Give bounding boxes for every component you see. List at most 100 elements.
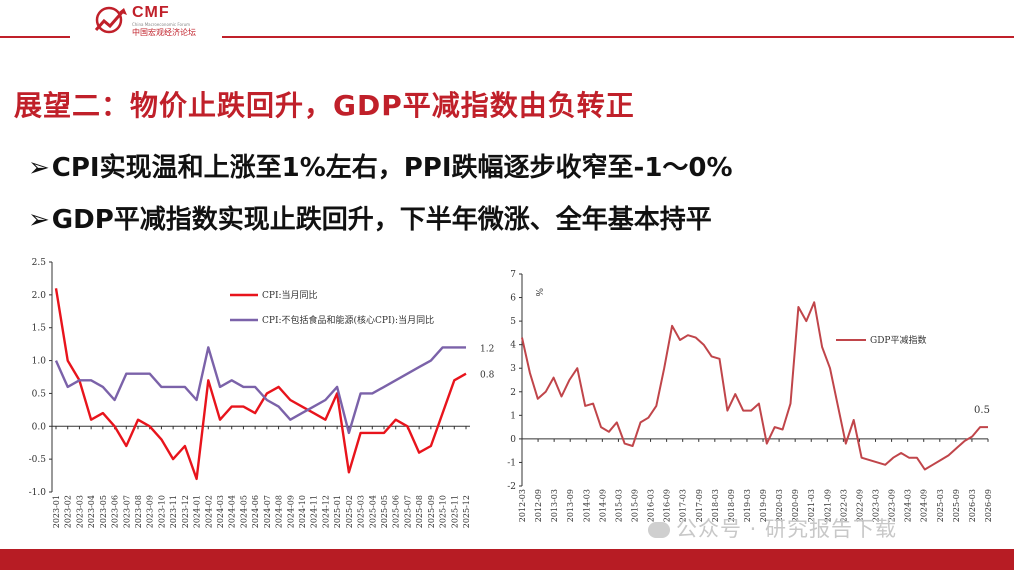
x-tick-label: 2024-12 bbox=[321, 495, 330, 528]
x-tick-label: 2023-02 bbox=[64, 495, 73, 528]
watermark-text: 公众号 · 研究报告下载 bbox=[676, 517, 898, 541]
end-value-label: 0.5 bbox=[974, 405, 990, 416]
x-tick-label: 2019-03 bbox=[743, 489, 752, 522]
x-tick-label: 2016-09 bbox=[663, 489, 672, 522]
x-tick-label: 2017-09 bbox=[695, 489, 704, 522]
header-divider bbox=[0, 36, 1014, 38]
end-value-label: 1.2 bbox=[480, 344, 494, 354]
slide-title: 展望二：物价止跌回升，GDP平减指数由负转正 bbox=[14, 89, 635, 122]
logo-text: CMF bbox=[132, 4, 170, 21]
x-tick-label: 2022-03 bbox=[839, 489, 848, 522]
x-tick-label: 2018-09 bbox=[727, 489, 736, 522]
x-tick-label: 2022-09 bbox=[855, 489, 864, 522]
x-tick-label: 2026-03 bbox=[968, 489, 977, 522]
x-tick-label: 2018-03 bbox=[711, 489, 720, 522]
cpi-chart-svg: 2.5 2.0 1.5 1.0 0.5 0.0 -0.5 -1.0 2023-01 2023-02… bbox=[29, 258, 495, 528]
x-tick-label: 2023-03 bbox=[75, 495, 84, 528]
x-tick-label: 2012-09 bbox=[534, 489, 543, 522]
x-tick-label: 2023-01 bbox=[52, 495, 61, 528]
x-tick-label: 2025-03 bbox=[357, 495, 366, 528]
logo-subtitle: China Macroeconomic Forum bbox=[132, 22, 191, 27]
legend-label: CPI:当月同比 bbox=[262, 289, 318, 301]
x-tick-label: 2024-06 bbox=[251, 495, 260, 528]
x-tick-label: 2025-10 bbox=[439, 495, 448, 528]
y-tick-label: 0.0 bbox=[32, 422, 47, 432]
x-tick-label: 2024-08 bbox=[275, 495, 284, 528]
series-line bbox=[521, 301, 988, 471]
y-tick-label: 1.5 bbox=[32, 324, 47, 334]
bullet-text: GDP平减指数实现止跌回升，下半年微涨、全年基本持平 bbox=[51, 205, 712, 235]
watermark: 公众号 · 研究报告下载 bbox=[648, 513, 897, 543]
x-tick-label: 2024-01 bbox=[193, 495, 202, 528]
legend-label: CPI:不包括食品和能源(核心CPI):当月同比 bbox=[262, 314, 434, 326]
x-tick-label: 2025-05 bbox=[380, 495, 389, 528]
logo-chart-icon bbox=[94, 6, 127, 34]
x-tick-label: 2023-12 bbox=[181, 495, 190, 528]
bullet-text: CPI实现温和上涨至1%左右，PPI跌幅逐步收窄至-1～0% bbox=[51, 153, 733, 183]
bullet-arrow-icon: ➢ bbox=[28, 205, 50, 235]
x-tick-label: 2023-05 bbox=[99, 495, 108, 528]
y-tick-label: 2 bbox=[510, 388, 516, 398]
x-tick-label: 2023-10 bbox=[157, 495, 166, 528]
y-tick-label: 4 bbox=[510, 341, 516, 351]
x-tick-label: 2014-03 bbox=[582, 489, 591, 522]
x-tick-label: 2023-11 bbox=[169, 495, 178, 528]
x-tick-label: 2014-09 bbox=[598, 489, 607, 522]
x-tick-label: 2025-09 bbox=[427, 495, 436, 528]
x-tick-label: 2025-04 bbox=[368, 495, 377, 528]
x-tick-label: 2024-10 bbox=[298, 495, 307, 528]
x-tick-label: 2012-03 bbox=[518, 489, 527, 522]
x-tick-label: 2025-11 bbox=[450, 495, 459, 528]
y-tick-label: 6 bbox=[510, 294, 516, 304]
bullet-arrow-icon: ➢ bbox=[28, 153, 50, 183]
x-tick-label: 2025-07 bbox=[403, 495, 412, 528]
end-value-label: 0.8 bbox=[480, 371, 495, 381]
x-tick-label: 2021-09 bbox=[823, 489, 832, 522]
bullet-gdp-deflator: ➢GDP平减指数实现止跌回升，下半年微涨、全年基本持平 bbox=[28, 199, 712, 236]
x-tick-label: 2015-03 bbox=[614, 489, 623, 522]
x-tick-label: 2024-04 bbox=[228, 495, 237, 528]
y-tick-label: 2.5 bbox=[32, 258, 47, 268]
x-tick-label: 2019-09 bbox=[759, 489, 768, 522]
gdp-deflator-chart-svg: 7 6 5 4 3 2 1 0 -1 -2% 2012-03 2012-09 2013-03 2013-0… bbox=[507, 270, 993, 522]
x-tick-label: 2023-06 bbox=[111, 495, 120, 528]
series-line bbox=[54, 346, 466, 435]
x-tick-label: 2023-08 bbox=[134, 495, 143, 528]
x-tick-label: 2025-12 bbox=[462, 495, 471, 528]
y-tick-label: -1 bbox=[507, 458, 516, 468]
x-tick-label: 2025-09 bbox=[952, 489, 961, 522]
x-tick-label: 2025-06 bbox=[392, 495, 401, 528]
x-tick-label: 2023-03 bbox=[872, 489, 881, 522]
y-tick-label: 0 bbox=[510, 435, 516, 445]
x-tick-label: 2023-04 bbox=[87, 495, 96, 528]
legend-label: GDP平减指数 bbox=[870, 334, 926, 346]
x-tick-label: 2021-03 bbox=[807, 489, 816, 522]
x-tick-label: 2024-11 bbox=[310, 495, 319, 528]
y-tick-label: -1.0 bbox=[29, 488, 47, 498]
x-tick-label: 2024-03 bbox=[216, 495, 225, 528]
x-tick-label: 2013-03 bbox=[550, 489, 559, 522]
x-tick-label: 2020-03 bbox=[775, 489, 784, 522]
x-tick-label: 2015-09 bbox=[630, 489, 639, 522]
y-tick-label: 3 bbox=[510, 364, 516, 374]
x-tick-label: 2025-08 bbox=[415, 495, 424, 528]
wechat-icon bbox=[648, 522, 670, 538]
x-tick-label: 2023-09 bbox=[888, 489, 897, 522]
bullet-cpi-ppi: ➢CPI实现温和上涨至1%左右，PPI跌幅逐步收窄至-1～0% bbox=[28, 147, 733, 184]
logo-chinese-name: 中国宏观经济论坛 bbox=[132, 28, 196, 37]
x-tick-label: 2016-03 bbox=[647, 489, 656, 522]
gdp-deflator-chart: 7 6 5 4 3 2 1 0 -1 -2% 2012-03 2012-09 2013-03 2013-0… bbox=[500, 262, 1005, 547]
y-tick-label: -2 bbox=[507, 482, 516, 492]
series-line bbox=[54, 288, 467, 481]
x-tick-label: 2024-07 bbox=[263, 495, 272, 528]
y-unit-label: % bbox=[533, 288, 543, 297]
x-tick-label: 2013-09 bbox=[566, 489, 575, 522]
footer-bar bbox=[0, 549, 1014, 570]
logo: CMF China Macroeconomic Forum 中国宏观经济论坛 bbox=[70, 0, 222, 44]
x-tick-label: 2024-02 bbox=[204, 495, 213, 528]
y-tick-label: 7 bbox=[510, 270, 516, 280]
header-bar: CMF China Macroeconomic Forum 中国宏观经济论坛 bbox=[0, 0, 1014, 44]
x-tick-label: 2024-09 bbox=[286, 495, 295, 528]
y-tick-label: 1 bbox=[510, 411, 516, 421]
y-tick-label: 2.0 bbox=[32, 291, 47, 301]
